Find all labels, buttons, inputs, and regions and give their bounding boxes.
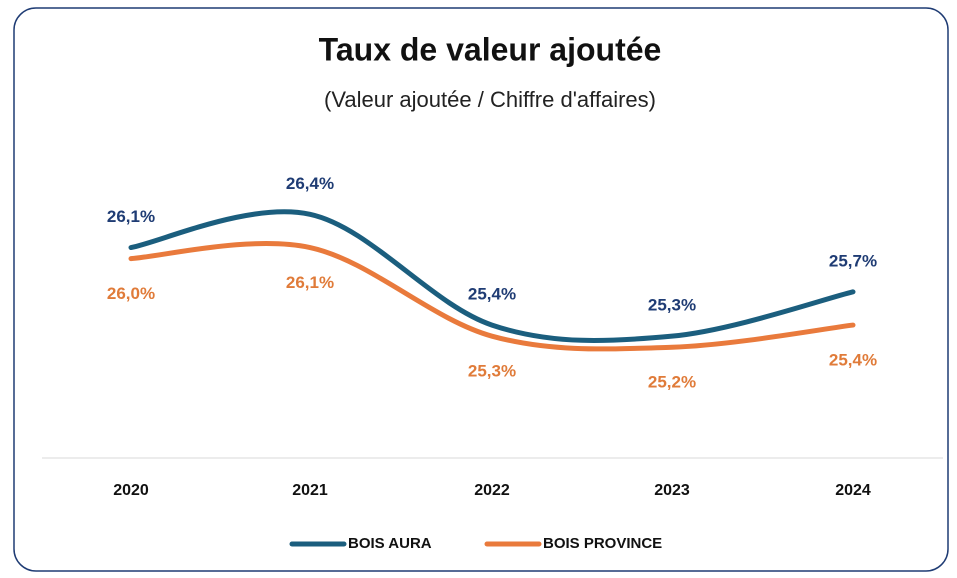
legend-label: BOIS PROVINCE bbox=[543, 535, 662, 552]
data-label: 25,3% bbox=[468, 362, 516, 381]
data-label: 25,4% bbox=[829, 351, 877, 370]
chart-title: Taux de valeur ajoutée bbox=[319, 31, 662, 67]
x-tick-label: 2023 bbox=[654, 482, 690, 499]
data-label: 26,1% bbox=[107, 207, 155, 226]
x-tick-label: 2024 bbox=[835, 482, 871, 499]
data-label: 25,3% bbox=[648, 296, 696, 315]
x-tick-label: 2021 bbox=[292, 482, 328, 499]
chart-frame bbox=[13, 7, 949, 572]
data-label: 26,1% bbox=[286, 273, 334, 292]
chart-subtitle: (Valeur ajoutée / Chiffre d'affaires) bbox=[324, 87, 656, 112]
x-tick-label: 2020 bbox=[113, 482, 149, 499]
data-label: 26,4% bbox=[286, 174, 334, 193]
legend-label: BOIS AURA bbox=[348, 535, 432, 552]
line bbox=[128, 241, 856, 352]
x-tick-label: 2022 bbox=[474, 482, 510, 499]
data-label: 26,0% bbox=[107, 284, 155, 303]
data-label: 25,2% bbox=[648, 373, 696, 392]
data-label: 25,7% bbox=[829, 251, 877, 270]
data-label: 25,4% bbox=[468, 285, 516, 304]
line bbox=[128, 209, 856, 344]
